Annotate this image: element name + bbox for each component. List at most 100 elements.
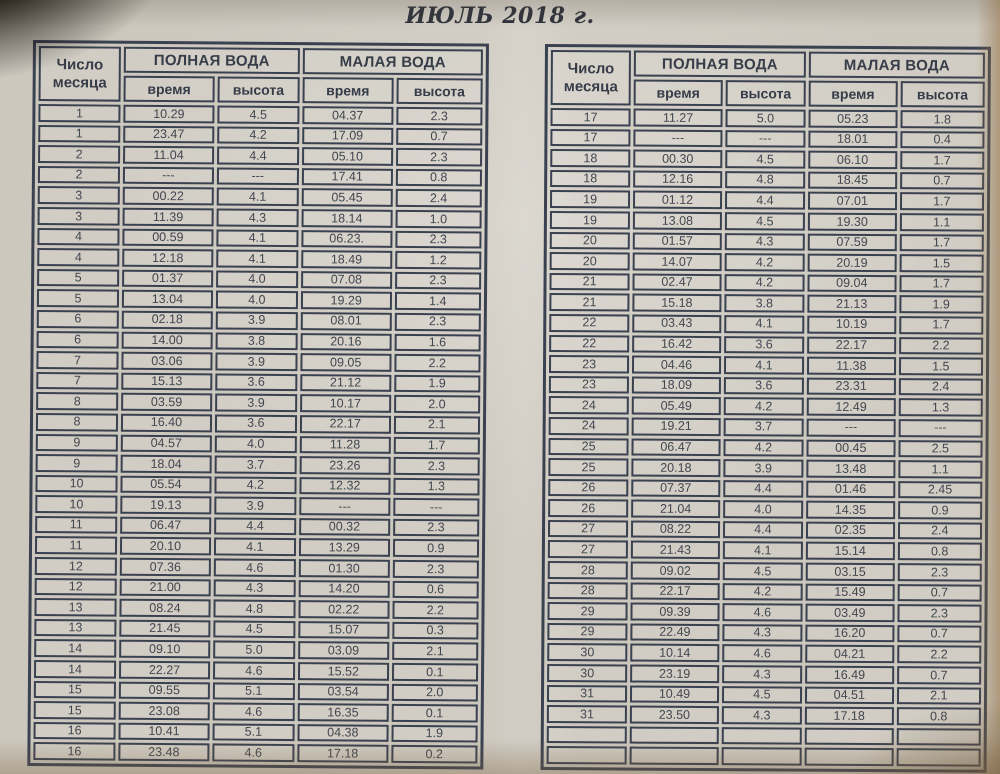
table-cell: 4.2 <box>214 476 297 495</box>
table-row: 11 06.47 4.4 00.32 2.3 <box>35 515 480 537</box>
table-row: 7 15.13 3.6 21.12 1.9 <box>36 371 481 393</box>
table-cell: 25 <box>548 437 629 456</box>
table-cell: 0.1 <box>391 662 479 682</box>
table-row: 21 15.18 3.8 21.13 1.9 <box>549 293 984 314</box>
table-cell: 2.3 <box>395 148 483 167</box>
table-cell: 29 <box>547 622 628 641</box>
table-cell: 14 <box>33 660 117 679</box>
table-cell: 17.18 <box>804 706 894 725</box>
table-cell: 4.2 <box>216 126 300 145</box>
table-cell: 21.00 <box>119 578 211 597</box>
table-cell: 05.54 <box>120 475 212 494</box>
table-cell: 19 <box>549 190 631 209</box>
table-cell: 28 <box>547 561 629 580</box>
table-row: 16 23.48 4.6 17.18 0.2 <box>33 742 478 764</box>
table-cell: 3 <box>37 186 120 205</box>
table-cell: 20.10 <box>120 537 211 556</box>
table-cell: 1.7 <box>899 151 985 170</box>
table-row: 22 16.42 3.6 22.17 2.2 <box>549 334 984 355</box>
table-cell: --- <box>216 167 299 186</box>
table-cell: 11.39 <box>122 207 214 226</box>
table-cell: 06.47 <box>631 438 721 457</box>
table-cell: 20 <box>549 252 630 271</box>
table-cell: 09.02 <box>630 561 720 580</box>
table-cell: 3 <box>37 207 120 226</box>
table-cell: 10.41 <box>118 722 210 741</box>
table-cell: 10 <box>35 495 118 514</box>
table-cell: 3.7 <box>214 455 297 474</box>
table-cell: 10.14 <box>630 643 720 663</box>
table-row: 10 19.13 3.9 --- --- <box>35 495 480 517</box>
table-row <box>546 746 981 767</box>
table-cell: 27 <box>547 540 629 559</box>
table-cell: 0.7 <box>896 666 982 685</box>
table-row: 18 12.16 4.8 18.45 0.7 <box>550 169 985 191</box>
table-cell: 2.0 <box>393 395 481 414</box>
table-cell: 2.3 <box>393 456 480 476</box>
table-row: 8 16.40 3.6 22.17 2.1 <box>35 412 481 435</box>
table-row: 14 09.10 5.0 03.09 2.1 <box>34 639 479 661</box>
table-cell: 03.15 <box>805 562 895 581</box>
table-cell: 4 <box>37 227 120 246</box>
table-row: 25 06.47 4.2 00.45 2.5 <box>548 437 983 458</box>
table-cell: 2.3 <box>897 604 982 623</box>
table-cell: 5 <box>37 268 120 288</box>
table-cell: 21 <box>549 293 630 312</box>
table-cell: 15 <box>33 680 117 699</box>
table-row: 4 12.18 4.1 18.49 1.2 <box>37 248 482 270</box>
table-row: 29 22.49 4.3 16.20 0.7 <box>547 622 982 644</box>
table-cell: 1.8 <box>900 110 985 129</box>
table-cell: 9 <box>35 433 118 452</box>
table-cell: 1.7 <box>393 436 480 455</box>
table-cell <box>721 726 802 745</box>
table-cell: 22.49 <box>630 623 720 642</box>
table-cell: 21.04 <box>631 499 720 518</box>
table-row: 24 05.49 4.2 12.49 1.3 <box>548 396 983 417</box>
table-cell: 28 <box>547 581 628 600</box>
table-row: 13 08.24 4.8 02.22 2.2 <box>34 598 479 620</box>
table-cell: 18.09 <box>632 376 721 395</box>
table-row: 7 03.06 3.9 09.05 2.2 <box>36 351 481 373</box>
table-cell: 01.30 <box>298 559 390 578</box>
table-cell: 19.21 <box>631 417 721 436</box>
table-row: 18 00.30 4.5 06.10 1.7 <box>550 149 985 170</box>
table-cell: 2.2 <box>394 353 481 373</box>
table-cell: 14 <box>34 639 117 658</box>
table-cell: 23 <box>548 355 630 374</box>
table-cell: 2.2 <box>896 645 982 664</box>
table-cell: 4.1 <box>216 249 299 268</box>
table-cell: 12.16 <box>633 170 723 189</box>
tide-table-days-1-16: Число месяца ПОЛНАЯ ВОДА МАЛАЯ ВОДА врем… <box>27 40 489 770</box>
table-cell: 15 <box>33 701 116 720</box>
table-cell: 04.38 <box>297 723 389 743</box>
table-cell: 16.40 <box>121 413 212 432</box>
column-header-full-water: ПОЛНАЯ ВОДА <box>633 50 806 78</box>
table-cell: 11 <box>35 515 118 535</box>
table-cell: 07.01 <box>807 191 897 211</box>
table-cell: 0.9 <box>392 539 480 558</box>
table-cell: 12.49 <box>806 397 896 417</box>
table-cell: 2.3 <box>394 312 481 332</box>
table-cell: 02.47 <box>632 273 722 292</box>
table-cell: 27 <box>547 519 629 538</box>
table-cell: 2.5 <box>898 439 983 458</box>
table-cell: 26 <box>548 499 629 518</box>
table-cell: 4.0 <box>215 270 299 289</box>
table-cell: 15.52 <box>297 662 389 681</box>
table-cell: 05.45 <box>301 188 393 207</box>
table-row: 24 19.21 3.7 --- --- <box>548 416 983 438</box>
table-cell: 11.04 <box>123 145 214 165</box>
table-cell: 4.5 <box>213 620 296 639</box>
table-cell: 4.5 <box>725 150 806 169</box>
table-cell: 31 <box>546 705 628 724</box>
table-cell: 11.38 <box>806 356 896 375</box>
table-cell: 8 <box>35 412 119 432</box>
table-cell: 3.8 <box>724 294 805 313</box>
table-cell: 4.2 <box>723 438 804 457</box>
table-cell: 2.1 <box>391 642 479 661</box>
table-cell: 22 <box>549 334 630 353</box>
table-cell: 4.4 <box>216 146 300 165</box>
table-cell: 2.2 <box>392 601 479 620</box>
table-row: 8 03.59 3.9 10.17 2.0 <box>36 392 481 414</box>
